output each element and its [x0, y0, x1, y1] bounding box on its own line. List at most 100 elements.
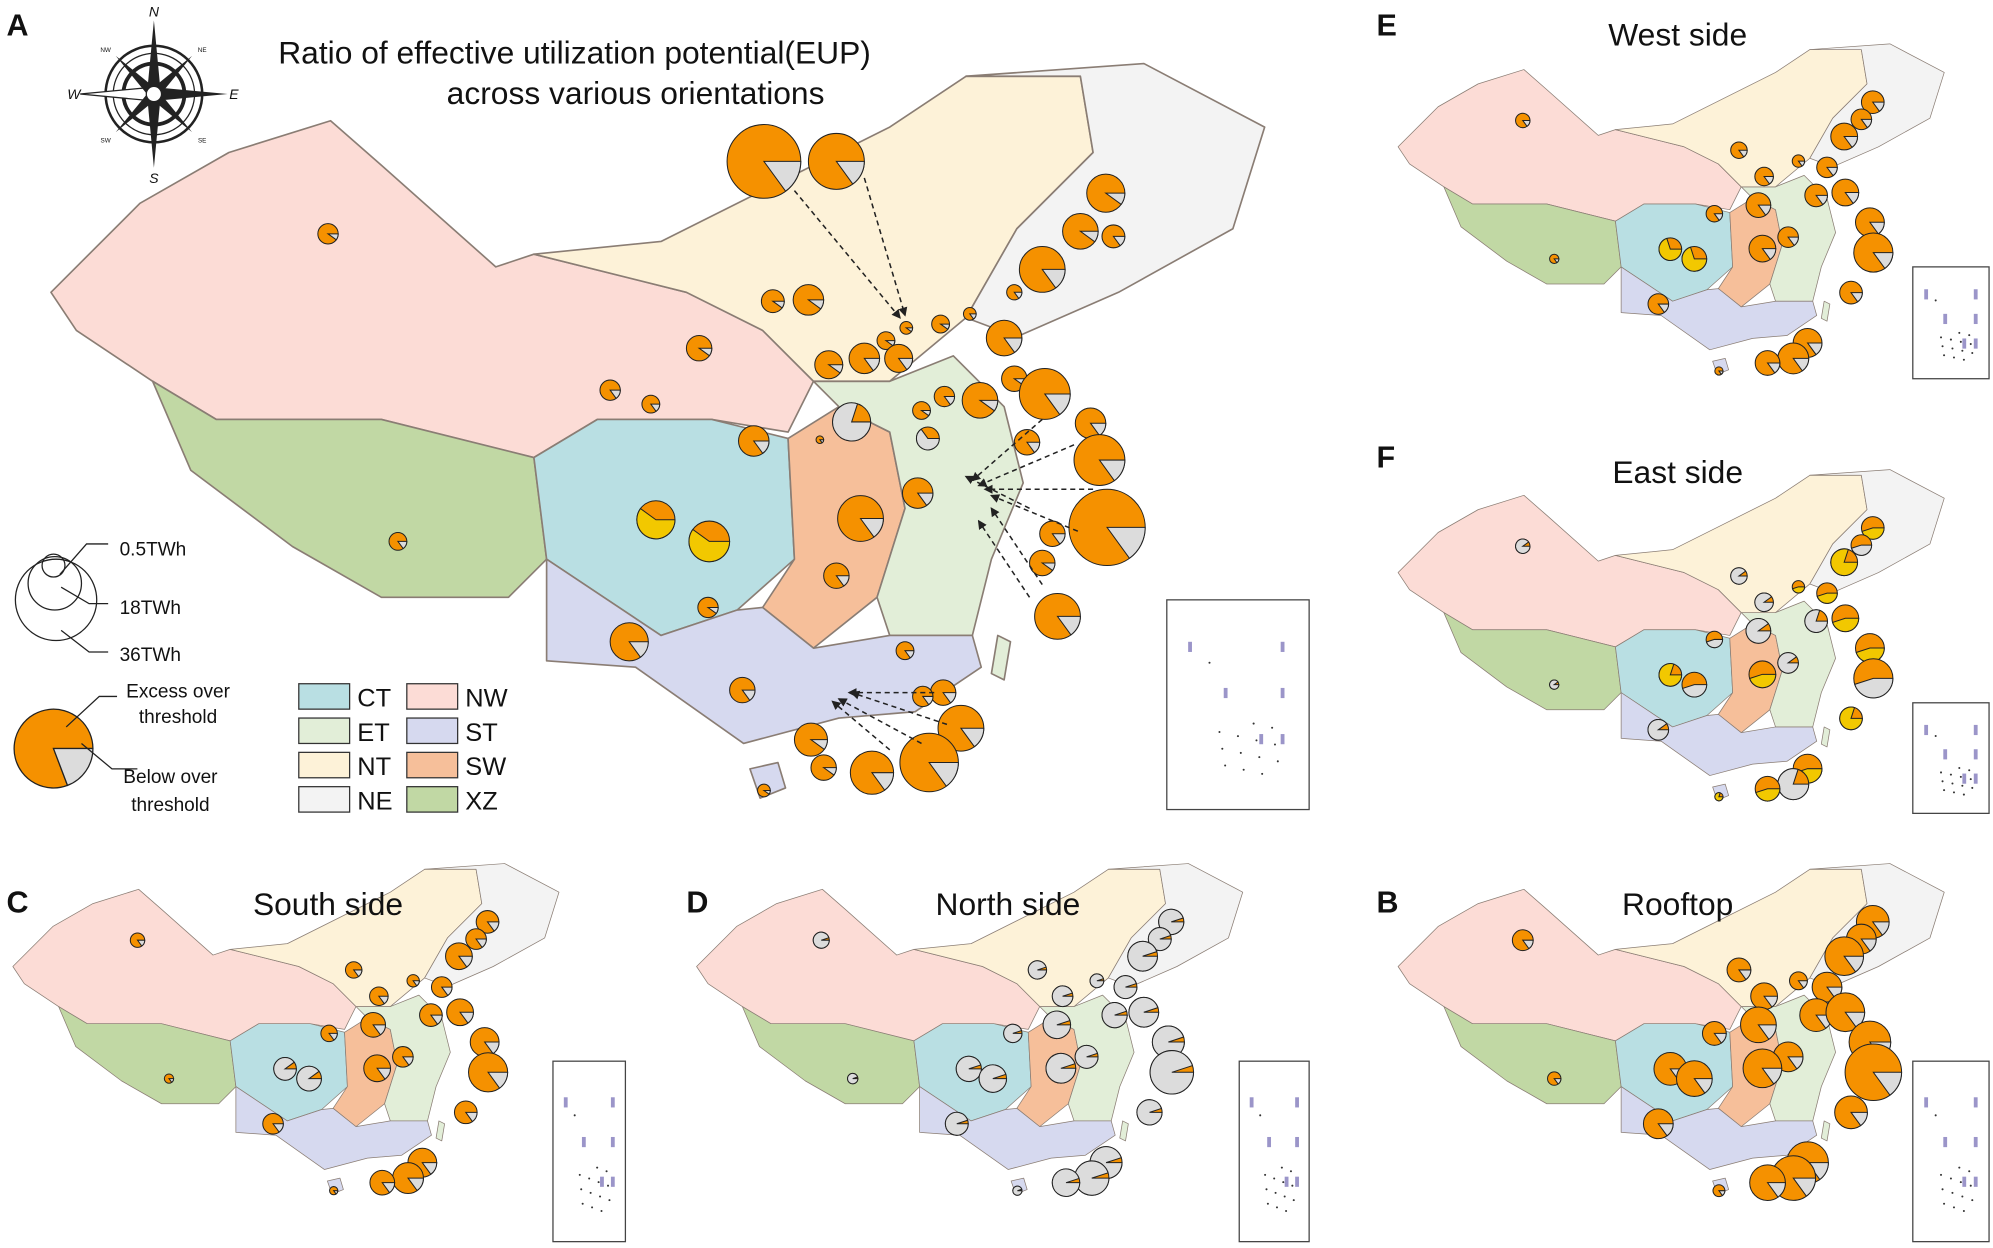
pie-marker: [793, 722, 828, 757]
pie-marker: [1831, 178, 1860, 207]
pie-marker: [320, 1024, 338, 1043]
legend-item-ct: CT: [298, 683, 391, 713]
pie-marker: [1816, 582, 1838, 604]
pie-below: [859, 518, 884, 538]
pie-marker: [1804, 609, 1828, 633]
pie-marker: [1791, 154, 1806, 168]
pie-marker: [1647, 293, 1670, 315]
pie-below: [457, 955, 473, 968]
pie-below: [1051, 533, 1066, 545]
pie-marker: [636, 500, 676, 540]
pie-below: [1757, 204, 1772, 216]
pie-below: [915, 428, 940, 451]
legend-item-st: ST: [406, 717, 498, 747]
pie-below: [332, 1190, 339, 1195]
pie-below: [955, 1055, 982, 1082]
pie-below: [827, 364, 844, 374]
pie-marker: [915, 426, 940, 451]
pie-marker: [1831, 604, 1860, 633]
pie-below: [1112, 235, 1126, 247]
pie-below: [822, 767, 837, 776]
pie-marker: [1714, 792, 1724, 802]
pie-marker: [1749, 1164, 1786, 1202]
pie-marker: [1777, 342, 1810, 375]
pie-marker: [901, 477, 934, 509]
pie-marker: [1089, 973, 1105, 989]
pie-below: [412, 980, 420, 987]
pie-below: [167, 1078, 175, 1084]
pie-below: [1158, 908, 1185, 935]
pie-below: [1766, 362, 1781, 374]
pie-marker: [1127, 940, 1159, 972]
leader-arrows: [793, 177, 1094, 751]
pie-marker: [1013, 429, 1041, 456]
region-legend: CT ET NT NE NW ST SW XZ: [298, 683, 508, 816]
pie-marker: [876, 331, 896, 350]
pie-below: [486, 921, 500, 932]
pie-below: [1871, 101, 1885, 113]
pie-below: [1657, 303, 1670, 314]
pie-marker: [1701, 1021, 1727, 1046]
panel-letter-a: A: [6, 9, 28, 43]
legend-item-ne: NE: [298, 786, 393, 816]
size-legend-large: 36TWh: [120, 645, 181, 666]
legend-label: ST: [465, 719, 497, 747]
pie-marker: [1748, 234, 1777, 263]
pie-below: [1871, 921, 1890, 936]
panel-e-title: West side: [1608, 17, 1747, 53]
pie-below: [863, 357, 881, 372]
pie-marker: [1647, 718, 1670, 741]
pie-below: [609, 389, 621, 400]
pie-marker: [1860, 90, 1885, 115]
panel-f-title: East side: [1612, 454, 1743, 490]
pie-below: [835, 575, 850, 587]
pie-below: [1056, 615, 1081, 636]
pie-below: [1549, 679, 1560, 690]
pie-marker: [937, 704, 985, 752]
pie-below: [1754, 592, 1774, 613]
pie-marker: [1658, 237, 1683, 261]
pie-below: [136, 939, 146, 947]
pie-marker: [1740, 1006, 1777, 1044]
pie-below: [326, 233, 339, 241]
pie-below: [440, 986, 453, 997]
pie-below: [903, 650, 915, 659]
pie-below: [1761, 248, 1777, 261]
svg-text:threshold: threshold: [131, 795, 209, 816]
pie-below: [1737, 969, 1752, 981]
pie-marker: [163, 1073, 175, 1084]
pie-below: [1127, 940, 1159, 972]
pie-marker: [1850, 108, 1873, 131]
south-china-sea-inset: [1238, 1060, 1310, 1243]
pie-below: [1872, 1071, 1903, 1096]
pie-marker: [1039, 520, 1066, 547]
svg-text:S: S: [149, 170, 159, 186]
pie-marker: [1062, 212, 1099, 250]
pie-marker: [899, 732, 959, 793]
pie-marker: [392, 1046, 414, 1068]
pie-below: [1787, 236, 1799, 247]
pie-below: [1074, 1160, 1110, 1196]
pie-marker: [388, 531, 408, 551]
pie-marker: [899, 321, 914, 335]
map-f: [1397, 469, 1990, 814]
pie-marker: [129, 932, 146, 948]
pie-marker: [931, 314, 950, 334]
south-china-sea-inset: [1912, 1060, 1990, 1243]
pie-marker: [1074, 1044, 1099, 1069]
pie-below: [1714, 792, 1724, 802]
pie-marker: [317, 223, 339, 245]
pie-below: [1026, 441, 1041, 454]
pie-below: [897, 357, 914, 371]
legend-label: ET: [357, 719, 389, 747]
pie-below: [1713, 213, 1724, 222]
legend-label: CT: [357, 685, 391, 713]
pie-marker: [1658, 663, 1683, 687]
pie-below: [978, 399, 999, 412]
pie-marker: [962, 307, 977, 321]
pie-marker: [1136, 1099, 1163, 1126]
pie-marker: [1754, 166, 1774, 187]
pie-marker: [1147, 927, 1172, 951]
pie-below: [1051, 1168, 1081, 1197]
pie-below: [401, 1056, 414, 1066]
